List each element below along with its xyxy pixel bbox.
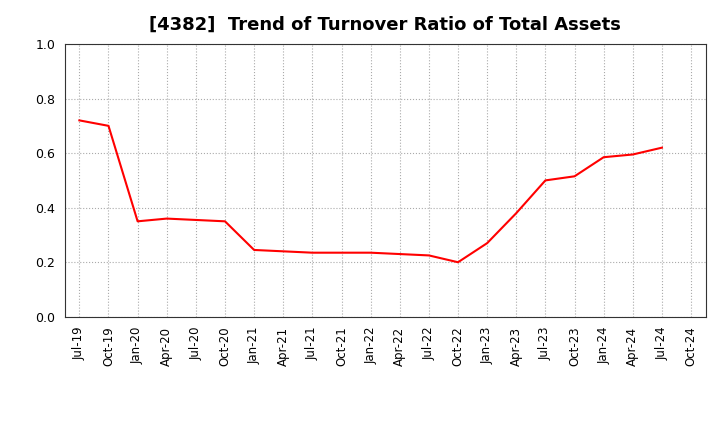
Title: [4382]  Trend of Turnover Ratio of Total Assets: [4382] Trend of Turnover Ratio of Total …	[149, 16, 621, 34]
